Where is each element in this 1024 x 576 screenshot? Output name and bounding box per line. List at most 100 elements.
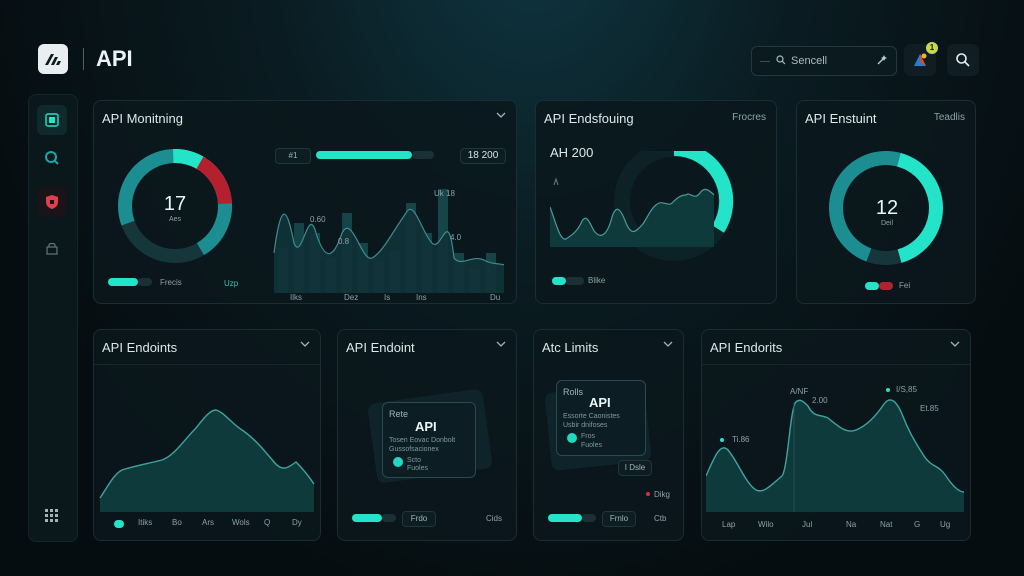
legend-track [382, 514, 396, 522]
legend-track [566, 277, 584, 285]
panel-title: API Endorits [710, 340, 783, 355]
search-icon [776, 54, 786, 68]
card-label: Rete [389, 409, 409, 419]
card-title: API [589, 395, 611, 410]
chart-annotation: Uk 18 [434, 189, 455, 198]
donut-label: Aes [168, 216, 182, 223]
area-chart [99, 409, 315, 512]
panel-title: API Endoint [346, 340, 415, 355]
sidebar [28, 94, 78, 542]
legend-label: Ctb [654, 514, 667, 523]
legend-button[interactable]: Frnlo [602, 511, 636, 527]
sidebar-item-security[interactable] [37, 187, 67, 217]
logo-icon[interactable] [38, 44, 68, 74]
chart-annotation: I/S,85 [896, 385, 917, 394]
x-tick: Itiks [138, 518, 153, 527]
chevron-down-icon[interactable] [950, 340, 960, 348]
x-tick: Ug [940, 520, 951, 529]
bar-line-chart [273, 189, 505, 293]
notification-badge: 1 [926, 42, 938, 54]
chart-annotation: 0.8 [338, 237, 350, 246]
card-title: API [415, 419, 437, 434]
sidebar-item-apps[interactable] [37, 501, 67, 531]
legend-label: Blike [588, 276, 606, 285]
card-row: Fros [581, 433, 595, 440]
card-row: Fuoles [581, 442, 603, 449]
chart-annotation: 0.60 [310, 215, 326, 224]
legend-track [138, 278, 152, 286]
chevron-down-icon[interactable] [300, 340, 310, 348]
donut-chart [118, 149, 232, 263]
sidebar-item-dashboard[interactable] [37, 105, 67, 135]
progress-fill [316, 151, 412, 159]
alert-label: Dikg [654, 490, 671, 499]
search-button[interactable] [947, 44, 979, 76]
top-badge[interactable]: #1 [275, 148, 311, 164]
api-info-card[interactable]: Rete API Tosen Eovac Donbolt Gussofsacio… [382, 402, 476, 478]
x-tick: Dy [292, 518, 302, 527]
panel-rate-limits: Atc Limits Rolls API Essorte Caonistes U… [533, 329, 684, 541]
card-subtitle: Essorte Caonistes [563, 413, 620, 420]
x-tick: Ars [202, 518, 214, 527]
legend-swatch-alert [879, 282, 893, 290]
lock-icon [46, 242, 58, 255]
avatar-icon [914, 53, 927, 66]
x-tick: Wilo [758, 520, 774, 529]
panel-api-endpoints-trend: API Endorits A/NF 2.00 Ti.86 I/S,85 Et.8… [701, 329, 971, 541]
header-divider [83, 48, 84, 70]
line-area-chart [706, 399, 965, 512]
legend-label: Fei [899, 281, 911, 290]
donut-label: Deil [880, 220, 894, 227]
legend-label: Uzp [224, 279, 239, 288]
progress-track [412, 151, 434, 159]
x-tick: Na [846, 520, 857, 529]
x-tick: Is [384, 293, 391, 302]
wand-icon[interactable] [876, 54, 888, 69]
chevron-down-icon[interactable] [663, 340, 673, 348]
metric-value: AH 200 [550, 145, 594, 160]
panel-title: API Endoints [102, 340, 178, 355]
panel-api-monitoring: API Monitning 17 Aes Frecis Uzp #1 18 20… [93, 100, 517, 304]
chart-annotation: Ti.86 [732, 435, 750, 444]
sidebar-item-lock[interactable] [37, 233, 67, 263]
legend-button[interactable]: Frdo [402, 511, 436, 527]
chevron-down-icon[interactable] [496, 111, 506, 119]
legend-track [582, 514, 596, 522]
grid-icon [45, 509, 58, 522]
donut-chart [829, 151, 943, 265]
chevron-down-icon[interactable] [496, 340, 506, 348]
x-tick: Ins [416, 293, 427, 302]
panel-api-endpoint-count: API Enstuint Teadlis 12 Deil Fei [796, 100, 976, 304]
top-bar: API — Sencell 1 [0, 0, 1024, 92]
legend-label: Cids [486, 514, 503, 523]
rate-limit-card[interactable]: Rolls API Essorte Caonistes Usbir dnifos… [556, 380, 646, 456]
legend-swatch [548, 514, 582, 522]
card-row: Fuoles [407, 465, 429, 472]
legend-swatch [108, 278, 138, 286]
panel-divider [94, 364, 320, 365]
sidebar-item-search[interactable] [37, 143, 67, 173]
shield-icon [46, 195, 58, 209]
x-tick: Jul [802, 520, 813, 529]
x-tick: Bo [172, 518, 182, 527]
panel-divider [702, 364, 970, 365]
card-subtitle: Usbir dnifoses [563, 422, 608, 429]
search-input[interactable]: — Sencell [751, 46, 897, 76]
search-placeholder: Sencell [791, 55, 828, 67]
panel-title: API Endsfouing [544, 111, 634, 126]
dash-icon: — [760, 55, 770, 67]
panel-title: API Enstuint [805, 111, 877, 126]
top-value: 18 200 [460, 148, 506, 164]
x-tick: Du [490, 293, 501, 302]
card-row: Scto [407, 457, 422, 464]
search-icon [956, 53, 970, 67]
search-icon [45, 151, 59, 165]
status-dot [393, 457, 403, 467]
panel-right-label[interactable]: Teadlis [933, 112, 965, 123]
panel-right-label[interactable]: Frocres [732, 112, 766, 123]
card-subtitle: Gussofsacionex [389, 446, 439, 453]
tag-button[interactable]: I Dsle [618, 460, 652, 476]
status-dot [567, 433, 577, 443]
x-tick: Dez [344, 293, 359, 302]
x-tick: Ilks [290, 293, 302, 302]
